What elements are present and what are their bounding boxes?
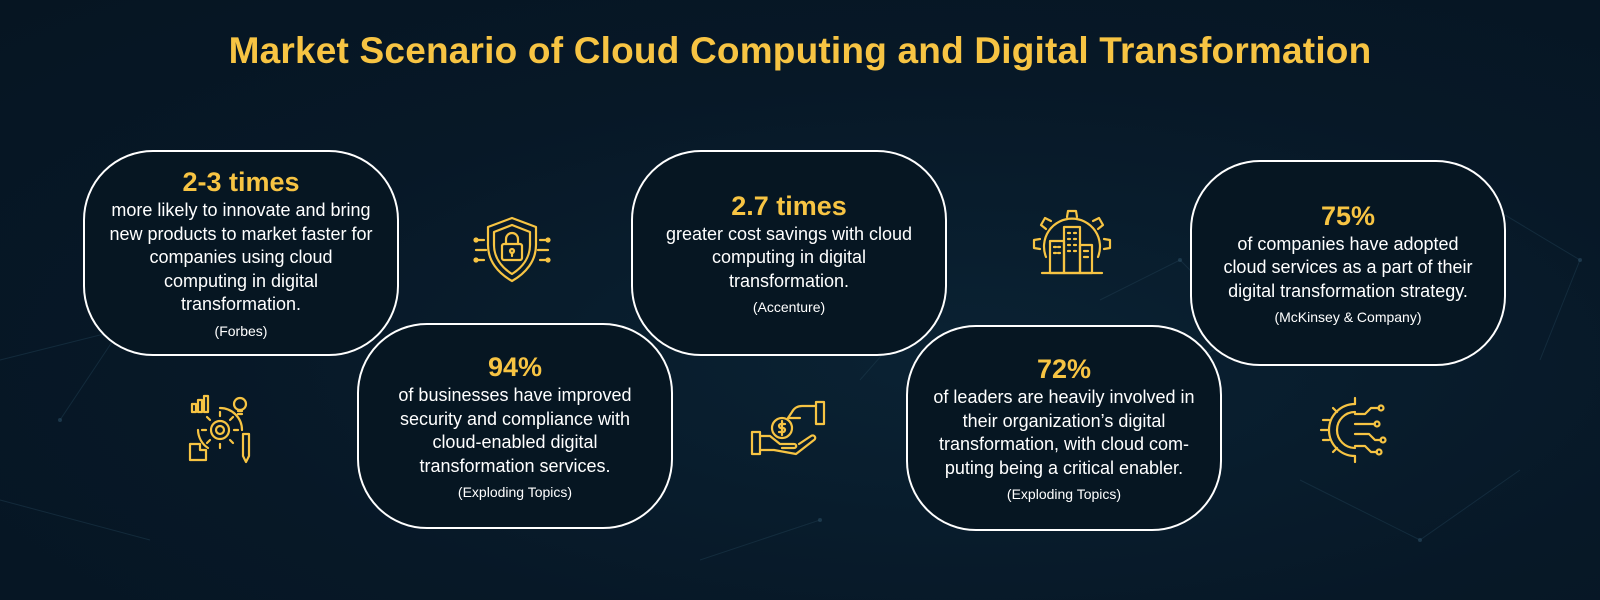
stat-source: (Forbes) — [214, 322, 268, 339]
stat-card-adoption: 75% of companies have adopted cloud serv… — [1190, 160, 1506, 366]
stat-card-leaders: 72% of leaders are heavily involved in t… — [906, 325, 1222, 531]
innovation-gear-icon — [180, 390, 260, 470]
security-shield-lock-icon — [472, 210, 552, 290]
stat-source: (McKinsey & Company) — [1274, 309, 1422, 326]
stat-value: 2-3 times — [182, 167, 300, 198]
stat-source: (Exploding Topics) — [1006, 486, 1122, 502]
money-hand-icon — [748, 388, 828, 468]
stat-card-innovation: 2-3 times more likely to innovate and br… — [83, 150, 399, 356]
stat-description: more likely to innovate and bring new pr… — [109, 200, 373, 315]
stat-value: 72% — [1036, 354, 1092, 384]
stat-description: greater cost savings with cloud computin… — [665, 223, 913, 291]
stat-value: 2.7 times — [731, 190, 847, 221]
stat-source: (Accenture) — [752, 299, 826, 316]
stat-value: 94% — [487, 352, 543, 382]
stat-description: of businesses have improved security and… — [398, 385, 632, 476]
stat-card-cost-savings: 2.7 times greater cost savings with clou… — [631, 150, 947, 356]
stat-card-security: 94% of businesses have improved security… — [357, 323, 673, 529]
page-title: Market Scenario of Cloud Computing and D… — [228, 30, 1372, 71]
smart-building-gear-icon — [1032, 205, 1112, 285]
circuit-gear-icon — [1315, 390, 1395, 470]
stat-value: 75% — [1320, 200, 1376, 231]
stat-source: (Exploding Topics) — [457, 484, 573, 500]
stat-description: of companies have adopted cloud services… — [1223, 233, 1473, 301]
stat-description: of leaders are heavily involved in their… — [933, 387, 1195, 478]
